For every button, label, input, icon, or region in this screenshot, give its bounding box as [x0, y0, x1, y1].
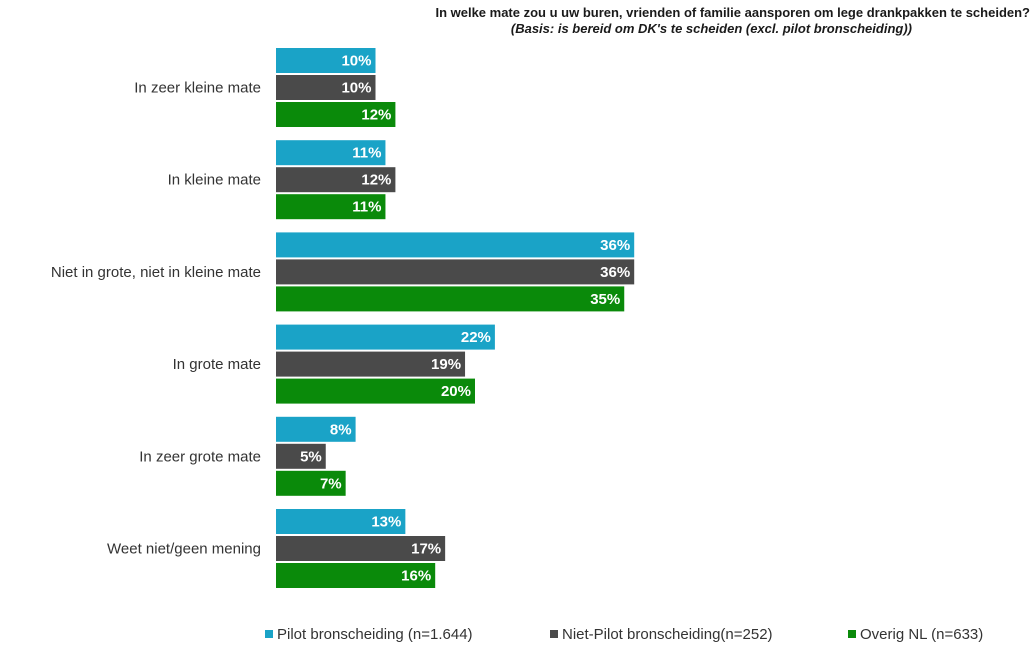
category-label: In zeer kleine mate — [134, 80, 261, 97]
bar — [276, 470, 346, 496]
bar — [276, 536, 446, 561]
bar-value-label: 13% — [371, 514, 401, 531]
bar — [276, 351, 466, 377]
chart-title: In welke mate zou u uw buren, vrienden o… — [435, 5, 1030, 20]
bar-value-label: 12% — [361, 107, 391, 124]
bar — [276, 378, 475, 404]
legend-swatch-overig — [848, 630, 856, 638]
legend-item-niet-pilot: Niet-Pilot bronscheiding(n=252) — [550, 626, 773, 643]
bar — [276, 286, 625, 312]
bar-value-label: 19% — [431, 356, 461, 373]
bar — [276, 443, 326, 469]
bar-value-label: 7% — [320, 475, 342, 492]
bar — [276, 509, 406, 534]
category-label: Weet niet/geen mening — [107, 541, 261, 558]
legend-swatch-pilot — [265, 630, 273, 638]
bar-value-label: 16% — [401, 568, 431, 585]
bar-chart: In zeer kleine mate 10% 10% 12% In kleine ma… — [51, 48, 635, 588]
category-label: Niet in grote, niet in kleine mate — [51, 264, 261, 281]
bar — [276, 259, 635, 285]
bar-value-label: 20% — [441, 383, 471, 400]
bar-value-label: 10% — [341, 53, 371, 70]
bar — [276, 102, 396, 127]
bar — [276, 232, 635, 258]
bar-value-label: 10% — [341, 80, 371, 97]
legend-label-niet-pilot: Niet-Pilot bronscheiding(n=252) — [562, 626, 773, 643]
bar-value-label: 5% — [300, 448, 322, 465]
bar — [276, 194, 386, 220]
bar — [276, 416, 356, 442]
bar-value-label: 22% — [461, 329, 491, 346]
category-label: In kleine mate — [168, 172, 261, 189]
bar-value-label: 11% — [352, 145, 381, 162]
chart-subtitle: (Basis: is bereid om DK's te scheiden (e… — [510, 21, 912, 36]
legend-label-pilot: Pilot bronscheiding (n=1.644) — [277, 626, 473, 643]
bar-value-label: 36% — [600, 237, 630, 254]
legend-item-overig: Overig NL (n=633) — [848, 626, 983, 643]
bar-value-label: 12% — [361, 172, 391, 189]
category-label: In grote mate — [173, 356, 261, 373]
bar — [276, 48, 376, 73]
bar-value-label: 17% — [411, 541, 441, 558]
bar-value-label: 11% — [352, 199, 381, 216]
bar — [276, 140, 386, 166]
bar-value-label: 8% — [330, 421, 352, 438]
category-label: In zeer grote mate — [139, 448, 261, 465]
legend-swatch-niet-pilot — [550, 630, 558, 638]
bar-value-label: 36% — [600, 264, 630, 281]
bar — [276, 75, 376, 100]
bar — [276, 563, 436, 588]
chart-legend: Pilot bronscheiding (n=1.644) Niet-Pilot… — [0, 626, 1034, 646]
bar — [276, 324, 495, 350]
bar-value-label: 35% — [590, 291, 620, 308]
legend-item-pilot: Pilot bronscheiding (n=1.644) — [265, 626, 473, 643]
legend-label-overig: Overig NL (n=633) — [860, 626, 984, 643]
bar — [276, 167, 396, 193]
